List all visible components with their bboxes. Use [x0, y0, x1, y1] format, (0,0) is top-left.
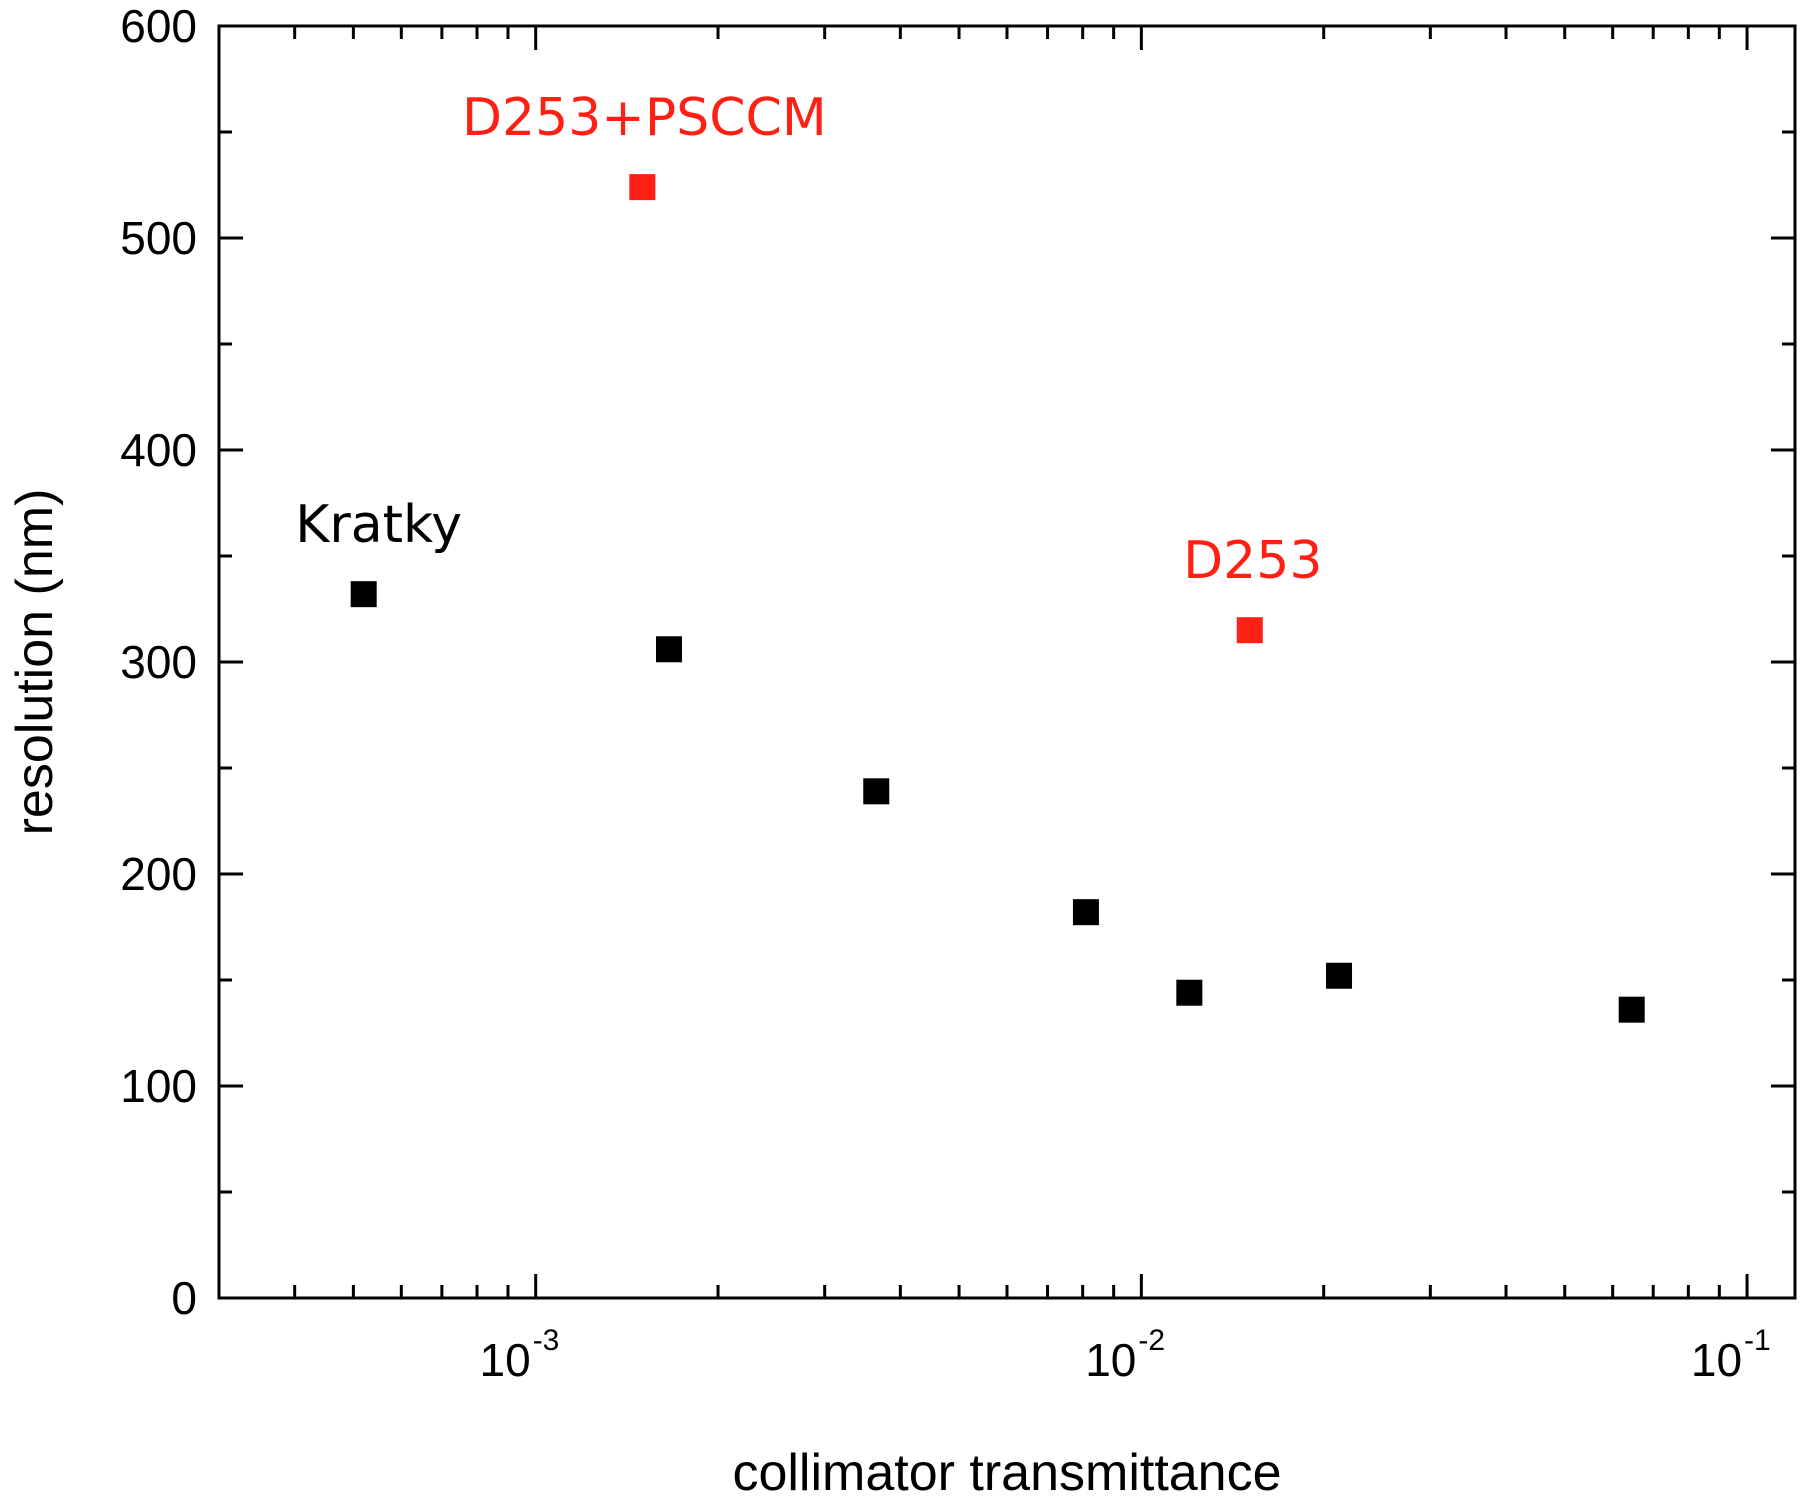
- x-tick-label-base: 10: [480, 1334, 531, 1386]
- annotations: Kratky D253+PSCCM D253: [295, 88, 1322, 591]
- y-tick-label: 300: [120, 636, 197, 688]
- x-tick-label: 10 -2: [1085, 1324, 1165, 1386]
- x-tick-label-base: 10: [1691, 1334, 1742, 1386]
- y-tick-label: 200: [120, 848, 197, 900]
- data-point: [1072, 899, 1099, 926]
- y-tick-label: 600: [120, 0, 197, 52]
- axis-ticks: [217, 24, 1795, 1300]
- x-tick-label: 10 -1: [1691, 1324, 1771, 1386]
- x-tick-label-exponent: -1: [1744, 1324, 1771, 1357]
- x-tick-labels: 10 -3 10 -2 10 -1: [480, 1324, 1771, 1386]
- data-point: [1326, 962, 1353, 989]
- x-tick-label: 10 -3: [480, 1324, 560, 1386]
- data-points: [350, 174, 1645, 1023]
- x-tick-label-exponent: -2: [1138, 1324, 1165, 1357]
- y-tick-label: 500: [120, 212, 197, 264]
- y-tick-label: 400: [120, 424, 197, 476]
- data-point: [656, 636, 683, 663]
- data-point: [1236, 617, 1263, 644]
- annotation-label: Kratky: [295, 495, 462, 555]
- y-tick-label: 0: [171, 1272, 197, 1324]
- x-tick-label-base: 10: [1085, 1334, 1136, 1386]
- annotation-label: D253+PSCCM: [462, 88, 827, 148]
- y-axis-title: resolution (nm): [6, 489, 64, 836]
- annotation-label: D253: [1183, 531, 1322, 591]
- data-point: [1176, 979, 1203, 1006]
- data-point: [350, 581, 377, 608]
- y-tick-label: 100: [120, 1060, 197, 1112]
- data-point: [863, 778, 890, 805]
- x-tick-label-exponent: -3: [533, 1324, 560, 1357]
- data-point: [1618, 996, 1645, 1023]
- x-axis-title: collimator transmittance: [732, 1444, 1281, 1499]
- data-point: [629, 174, 656, 201]
- plot-frame: [217, 24, 1797, 1300]
- y-tick-labels: 0 100 200 300 400 500 600: [120, 0, 197, 1324]
